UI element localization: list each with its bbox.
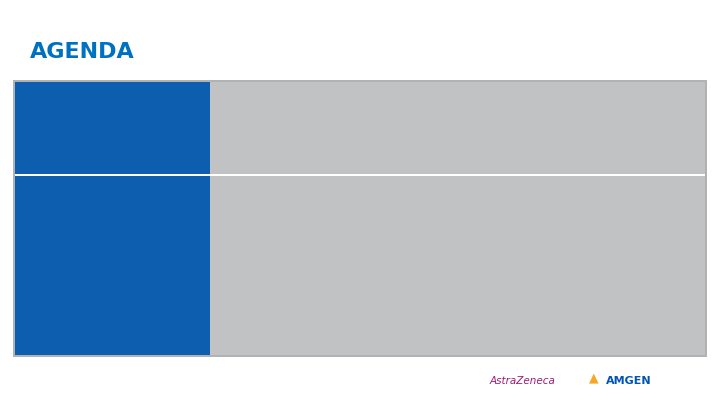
Bar <box>15 82 210 174</box>
Text: AMGEN: AMGEN <box>606 376 652 386</box>
Text: AGENDA: AGENDA <box>30 42 135 62</box>
Bar <box>15 176 210 355</box>
Bar <box>13 80 707 357</box>
Text: AstraZeneca: AstraZeneca <box>490 376 556 386</box>
Bar <box>210 176 705 355</box>
Bar <box>15 174 705 176</box>
Bar <box>210 82 705 174</box>
Text: ▲: ▲ <box>589 371 599 384</box>
